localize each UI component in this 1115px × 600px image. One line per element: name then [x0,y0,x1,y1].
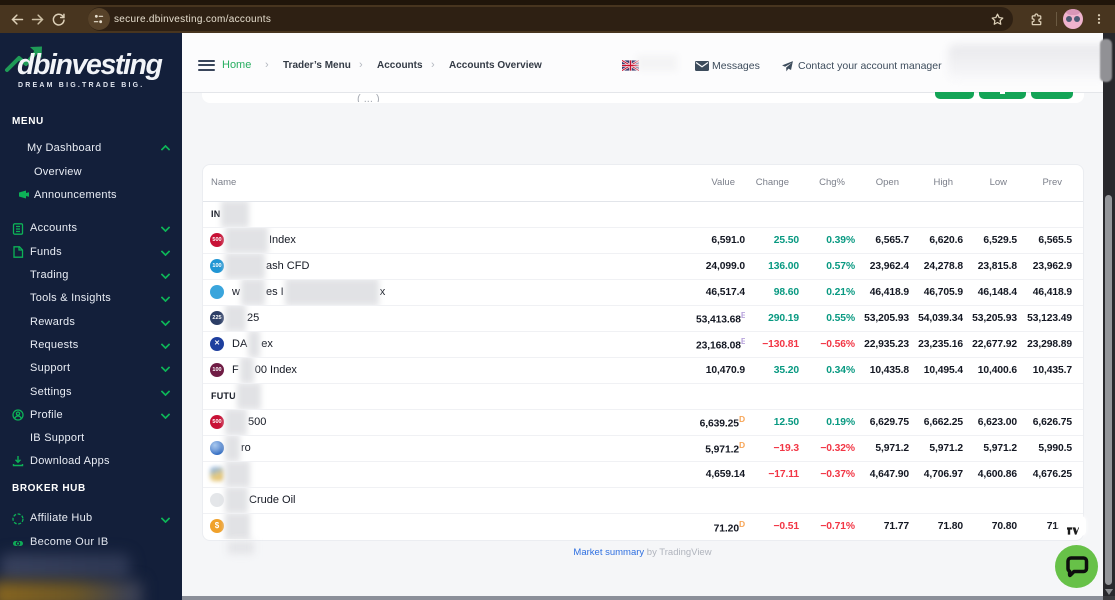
svg-text:dbinvesting: dbinvesting [17,49,163,81]
